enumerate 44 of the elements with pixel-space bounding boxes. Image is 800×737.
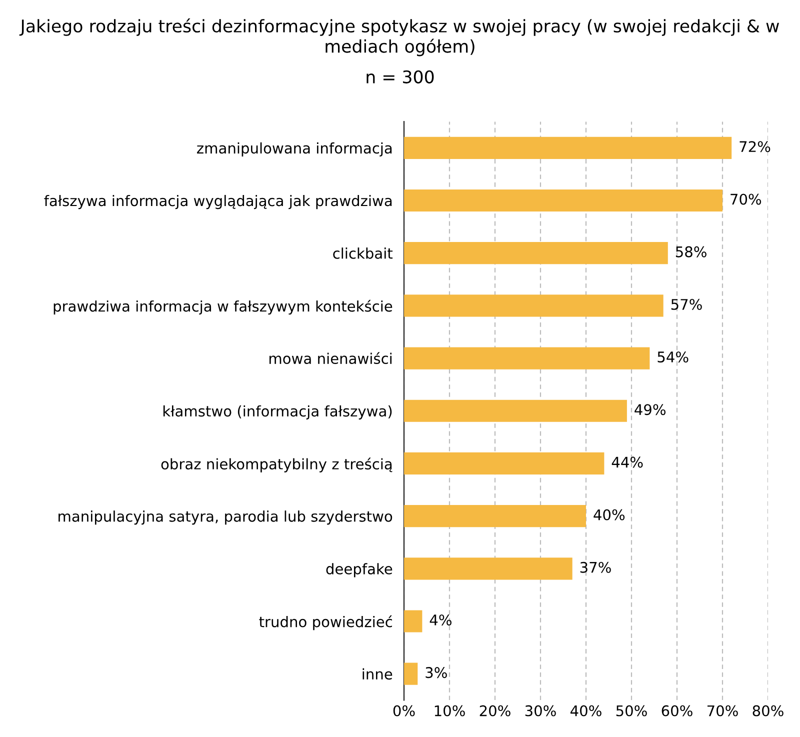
bar [404,610,422,632]
data-label: 4% [430,614,452,626]
bar [404,136,732,159]
data-label: 70% [730,194,762,205]
chart-title: Jakiego rodzaju treści dezinformacyjne spotykasz w swojej pracy (w swojej redakcji & w mediach ogółem) [19,18,779,56]
data-label: 3% [426,667,447,678]
y-tick-label: clickbait [333,248,393,259]
chart-subtitle: n = 300 [366,70,434,84]
data-label: 54% [658,351,688,363]
y-tick-label: trudno powiedzieć [259,615,392,630]
y-tick-label: prawdziwa informacja w fałszywym kontekście [54,300,392,315]
x-tick-label: 10% [434,705,465,716]
bar [404,189,722,212]
bar [404,505,586,528]
x-tick-label: 70% [707,705,738,716]
y-tick-label: manipulacyjna satyra, parodia lub szyderstwo [58,510,392,525]
y-tick-label: inne [362,668,392,680]
data-label: 44% [612,456,643,468]
y-tick-label: mowa nienawiści [269,352,392,364]
data-label: 40% [594,509,625,520]
data-label: 37% [580,562,611,573]
x-tick-label: 60% [662,705,692,716]
x-tick-label: 80% [752,705,784,716]
y-tick-label: kłamstwo (informacja fałszywa) [163,405,392,420]
y-tick-label: fałszywa informacja wyglądająca jak prawdziwa [44,194,392,210]
x-tick-label: 40% [570,705,602,716]
x-tick-label: 50% [616,705,647,716]
bar [404,400,627,422]
data-label: 49% [634,404,666,416]
y-tick-label: obraz niekompatybilny z treścią [161,458,392,472]
x-tick-label: 30% [525,705,556,716]
y-tick-label: deepfake [326,563,392,578]
data-label: 57% [671,298,702,310]
bar [404,558,572,580]
bar [404,294,664,317]
y-tick-label: zmanipulowana informacja [197,142,392,156]
bar [404,452,604,475]
data-label: 72% [740,141,770,152]
bar [404,662,418,685]
bar [404,242,668,264]
x-tick-label: 20% [480,705,510,716]
x-tick-label: 0% [393,705,415,716]
data-label: 58% [676,246,706,258]
bar [404,347,650,370]
